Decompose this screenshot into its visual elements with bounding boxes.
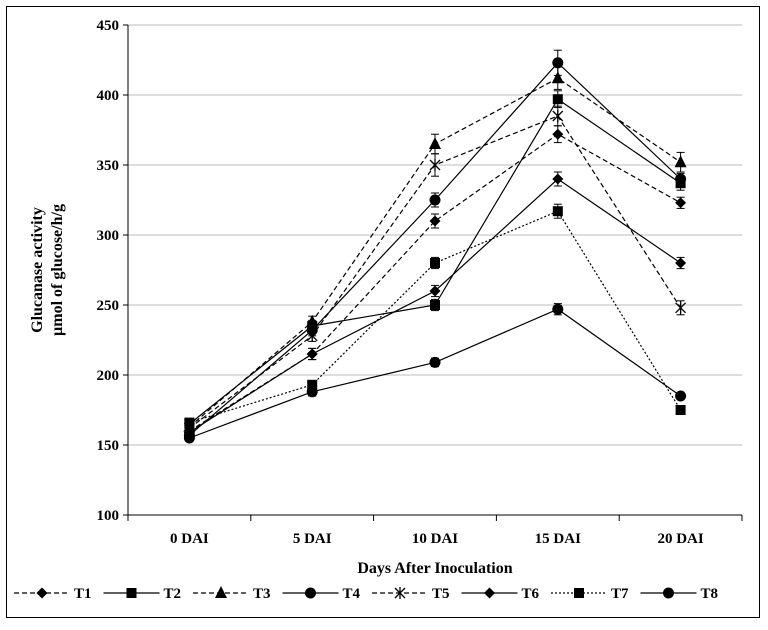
data-point xyxy=(429,159,441,171)
legend-marker xyxy=(484,587,495,599)
series-t7 xyxy=(184,203,686,428)
data-point xyxy=(552,206,563,217)
legend-label: T2 xyxy=(164,586,182,602)
y-axis-title: Glucanase activity xyxy=(29,207,46,333)
series-line xyxy=(189,308,681,439)
data-point xyxy=(430,300,440,310)
chart-frame xyxy=(6,6,760,618)
data-point xyxy=(675,405,686,415)
data-point xyxy=(306,314,319,327)
legend-marker xyxy=(126,588,137,598)
data-point xyxy=(552,128,564,140)
data-point xyxy=(552,303,564,315)
data-point xyxy=(551,71,564,84)
data-point xyxy=(429,215,441,227)
series-t3 xyxy=(183,66,687,432)
data-point xyxy=(675,197,687,209)
legend-label: T8 xyxy=(701,586,719,602)
legend-marker xyxy=(574,588,584,598)
data-point xyxy=(429,194,441,206)
legend-item-t5: T5 xyxy=(372,586,450,602)
data-point xyxy=(675,173,687,185)
series-line xyxy=(189,133,681,432)
data-point xyxy=(306,348,318,360)
legend-item-t7: T7 xyxy=(551,586,629,602)
data-point xyxy=(429,356,441,368)
series-t5 xyxy=(183,105,687,435)
data-point xyxy=(552,94,563,105)
data-point xyxy=(675,257,687,269)
x-tick-label: 10 DAI xyxy=(412,531,458,547)
legend-label: T1 xyxy=(74,586,92,602)
y-tick-label: 300 xyxy=(97,228,120,244)
y-tick-label: 100 xyxy=(97,508,120,524)
legend-marker xyxy=(305,587,316,599)
data-point xyxy=(429,285,441,297)
legend-item-t4: T4 xyxy=(282,586,361,602)
legend-marker xyxy=(663,587,674,599)
data-point xyxy=(430,258,440,268)
legend-label: T5 xyxy=(432,586,450,602)
data-point xyxy=(674,155,687,168)
series-line xyxy=(189,210,682,424)
series-t4 xyxy=(183,49,687,441)
legend-item-t6: T6 xyxy=(461,586,540,602)
y-tick-label: 350 xyxy=(97,158,120,174)
legend-label: T6 xyxy=(522,586,540,602)
data-point xyxy=(183,432,195,444)
y-tick-label: 150 xyxy=(97,438,120,454)
legend-label: T4 xyxy=(343,586,361,602)
data-point xyxy=(307,379,318,390)
legend-item-t3: T3 xyxy=(193,586,271,602)
x-tick-label: 15 DAI xyxy=(535,531,581,547)
legend-marker xyxy=(394,587,406,599)
y-tick-label: 200 xyxy=(97,368,120,384)
x-tick-label: 0 DAI xyxy=(170,531,209,547)
y-axis-title-line2: µmol of glucose/h/g xyxy=(49,204,66,336)
data-point xyxy=(675,301,687,314)
data-point xyxy=(552,173,564,185)
legend-item-t1: T1 xyxy=(14,586,92,602)
data-point xyxy=(306,386,318,398)
x-tick-label: 20 DAI xyxy=(657,531,703,547)
legend-label: T3 xyxy=(253,586,271,602)
data-point xyxy=(552,110,564,122)
data-point xyxy=(429,137,441,149)
series-t8 xyxy=(183,303,687,444)
legend-marker xyxy=(215,586,227,598)
y-tick-label: 400 xyxy=(97,88,120,104)
y-tick-label: 450 xyxy=(97,18,120,34)
data-point xyxy=(675,390,687,402)
legend-item-t8: T8 xyxy=(640,586,719,602)
x-axis-title: Days After Inoculation xyxy=(357,560,512,577)
data-point xyxy=(184,417,195,428)
data-point xyxy=(306,329,318,342)
y-tick-label: 250 xyxy=(97,298,120,314)
data-point xyxy=(552,57,564,69)
legend-item-t2: T2 xyxy=(103,586,182,602)
series-line xyxy=(189,61,682,436)
legend-label: T7 xyxy=(611,586,629,602)
x-tick-label: 5 DAI xyxy=(293,531,332,547)
legend-marker xyxy=(36,587,48,599)
